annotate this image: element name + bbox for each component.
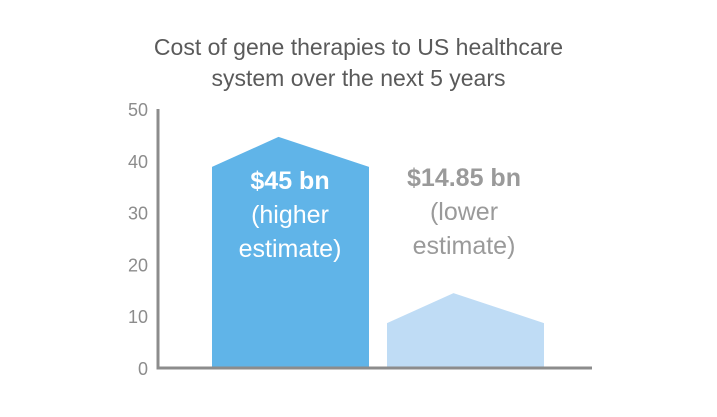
- chart-title: Cost of gene therapies to US healthcare …: [0, 32, 717, 94]
- y-tick-label-40: 40: [128, 152, 148, 172]
- y-tick-label-0: 0: [138, 359, 148, 379]
- y-tick-label-30: 30: [128, 204, 148, 224]
- data-label-desc-line-1-bar-2: (lower: [430, 198, 498, 226]
- data-label-desc-line-2-bar-1: estimate): [239, 235, 342, 263]
- y-tick-label-20: 20: [128, 255, 148, 275]
- bars-group: [212, 136, 544, 368]
- bar-labels-group: $45 bn (higher estimate) $14.85 bn (lower est…: [239, 164, 521, 263]
- chart-title-line-2: system over the next 5 years: [211, 65, 506, 91]
- data-label-desc-line-2-bar-2: estimate): [413, 232, 516, 260]
- bar-higher-estimate: [212, 136, 369, 368]
- bar-lower-estimate: [387, 293, 544, 368]
- data-label-value-bar-1: $45 bn: [250, 167, 329, 195]
- y-tick-label-50: 50: [128, 100, 148, 120]
- chart-title-line-1: Cost of gene therapies to US healthcare: [153, 34, 564, 60]
- y-axis-tick-labels: 0 10 20 30 40 50: [128, 100, 148, 379]
- y-tick-label-10: 10: [128, 307, 148, 327]
- data-label-desc-line-1-bar-1: (higher: [251, 201, 329, 229]
- data-label-value-bar-2: $14.85 bn: [407, 164, 521, 192]
